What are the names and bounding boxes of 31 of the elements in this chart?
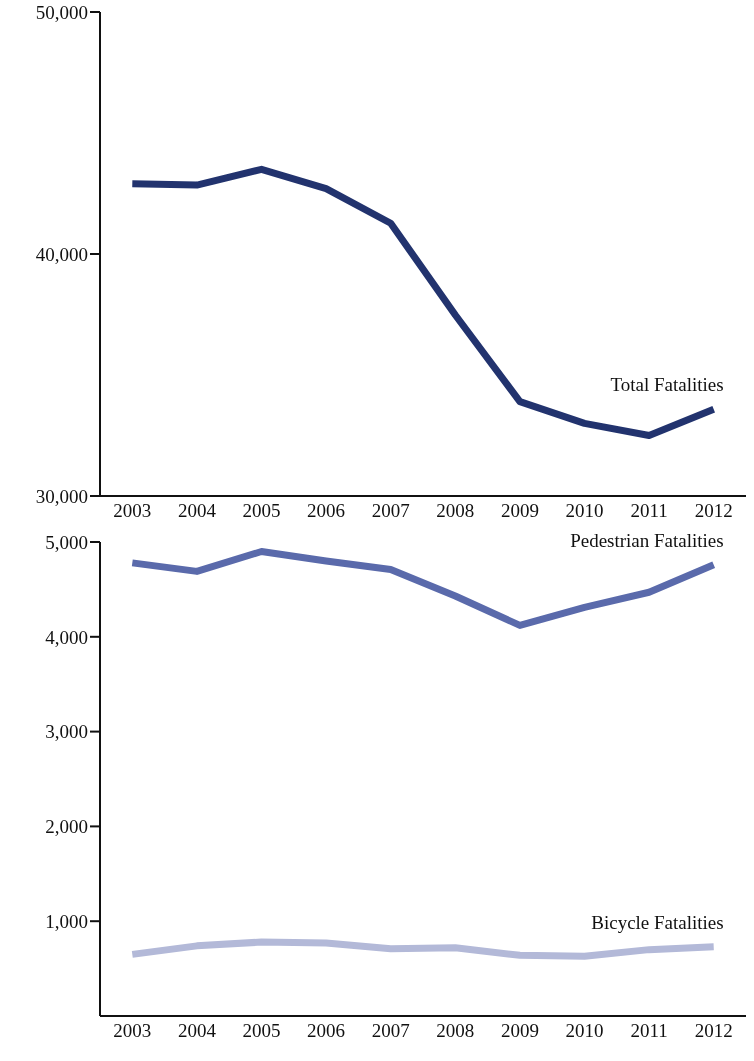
x-tick-label: 2004: [177, 500, 217, 522]
x-tick-label: 2005: [242, 1020, 281, 1042]
x-tick-label: 2006: [307, 1020, 346, 1042]
x-tick-label: 2008: [436, 500, 475, 522]
x-tick-label: 2010: [565, 1020, 604, 1042]
series-label: Total Fatalities: [610, 374, 724, 396]
x-tick-label: 2011: [630, 500, 668, 522]
x-tick-label: 2003: [113, 1020, 152, 1042]
x-tick-label: 2012: [694, 500, 733, 522]
x-tick-label: 2012: [694, 1020, 733, 1042]
x-tick-label: 2005: [242, 500, 281, 522]
y-tick-label: 30,000: [35, 485, 88, 507]
x-tick-label: 2009: [500, 500, 539, 522]
y-tick-label: 50,000: [35, 1, 88, 23]
y-tick-label: 2,000: [45, 816, 88, 838]
x-tick-label: 2009: [500, 1020, 539, 1042]
y-tick-label: 5,000: [45, 531, 88, 553]
x-tick-label: 2004: [177, 1020, 217, 1042]
series-label: Pedestrian Fatalities: [570, 529, 724, 551]
x-tick-label: 2003: [113, 500, 152, 522]
x-tick-label: 2006: [307, 500, 346, 522]
x-tick-label: 2007: [371, 1020, 410, 1042]
y-tick-label: 4,000: [45, 626, 88, 648]
x-tick-label: 2007: [371, 500, 410, 522]
x-tick-label: 2011: [630, 1020, 668, 1042]
y-tick-label: 1,000: [45, 910, 88, 932]
x-tick-label: 2010: [565, 500, 604, 522]
series-label: Bicycle Fatalities: [591, 911, 724, 933]
x-tick-label: 2008: [436, 1020, 475, 1042]
y-tick-label: 3,000: [45, 721, 88, 743]
y-tick-label: 40,000: [35, 243, 88, 265]
